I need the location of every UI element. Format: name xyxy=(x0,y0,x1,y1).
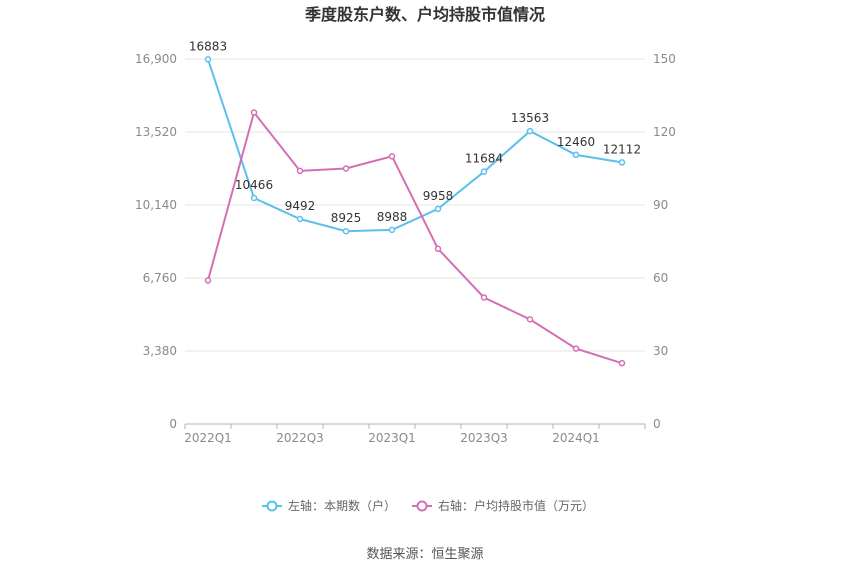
series-layer xyxy=(204,56,626,367)
y-right-tick-label: 150 xyxy=(653,52,676,66)
data-label: 12112 xyxy=(603,142,641,156)
data-point xyxy=(434,205,442,213)
legend-swatch-marker xyxy=(416,500,428,512)
data-point xyxy=(572,151,580,159)
data-point xyxy=(618,359,626,367)
data-point xyxy=(342,165,350,172)
data-point xyxy=(480,294,488,301)
data-label: 12460 xyxy=(557,135,595,149)
legend-label: 左轴：本期数（户） xyxy=(288,498,396,513)
data-label: 8988 xyxy=(377,210,408,224)
data-point xyxy=(296,167,304,175)
series-line-1 xyxy=(207,110,623,365)
data-point xyxy=(250,194,258,202)
source-note: 数据来源：恒生聚源 xyxy=(366,547,483,562)
data-point xyxy=(526,127,534,135)
data-point xyxy=(526,316,534,323)
data-label: 9492 xyxy=(285,199,316,213)
data-label: 9958 xyxy=(423,189,454,203)
data-point xyxy=(204,56,212,63)
x-tick-label: 2023Q3 xyxy=(460,431,508,445)
y-right-tick-label: 60 xyxy=(653,271,668,285)
y-left-tick-label: 16,900 xyxy=(135,52,177,66)
y-right-tick-label: 0 xyxy=(653,417,661,431)
data-point xyxy=(480,168,488,175)
y-left-tick-label: 13,520 xyxy=(135,125,177,139)
y-left-tick-label: 0 xyxy=(169,417,177,431)
y-right-tick-label: 120 xyxy=(653,125,676,139)
data-point xyxy=(434,245,442,253)
legend-label: 右轴：户均持股市值（万元） xyxy=(438,498,594,513)
data-label: 8925 xyxy=(331,211,362,225)
data-point xyxy=(388,226,396,234)
y-left-tick-label: 10,140 xyxy=(135,198,177,212)
y-right-tick-label: 30 xyxy=(653,344,668,358)
data-point xyxy=(342,227,350,235)
data-point xyxy=(618,159,626,166)
chart-title: 季度股东户数、户均持股市值情况 xyxy=(304,5,545,24)
y-right-tick-label: 90 xyxy=(653,198,668,212)
legend-swatch-marker xyxy=(266,500,278,512)
x-tick-label: 2024Q1 xyxy=(552,431,600,445)
y-left-tick-label: 6,760 xyxy=(143,271,177,285)
data-label: 13563 xyxy=(511,111,549,125)
data-label: 10466 xyxy=(235,178,273,192)
data-point xyxy=(296,215,304,223)
axes: 0 0 3,380 30 6,760 60 10,140 90 13,520 120 16,900 1… xyxy=(135,52,676,445)
y-left-tick-label: 3,380 xyxy=(143,344,177,358)
legend: 左轴：本期数（户） 右轴：户均持股市值（万元） xyxy=(262,498,594,513)
x-tick-label: 2022Q1 xyxy=(184,431,232,445)
data-point xyxy=(572,345,580,352)
x-tick-label: 2022Q3 xyxy=(276,431,324,445)
data-point xyxy=(204,277,212,284)
grid xyxy=(185,58,645,352)
series-line-0 xyxy=(207,59,623,233)
data-point xyxy=(250,109,258,116)
data-label: 16883 xyxy=(189,39,227,53)
data-point xyxy=(388,153,396,160)
x-tick-label: 2023Q1 xyxy=(368,431,416,445)
data-labels: 16883 10466 9492 8925 8988 9958 11684 13563 1246… xyxy=(189,39,641,225)
data-label: 11684 xyxy=(465,152,503,166)
